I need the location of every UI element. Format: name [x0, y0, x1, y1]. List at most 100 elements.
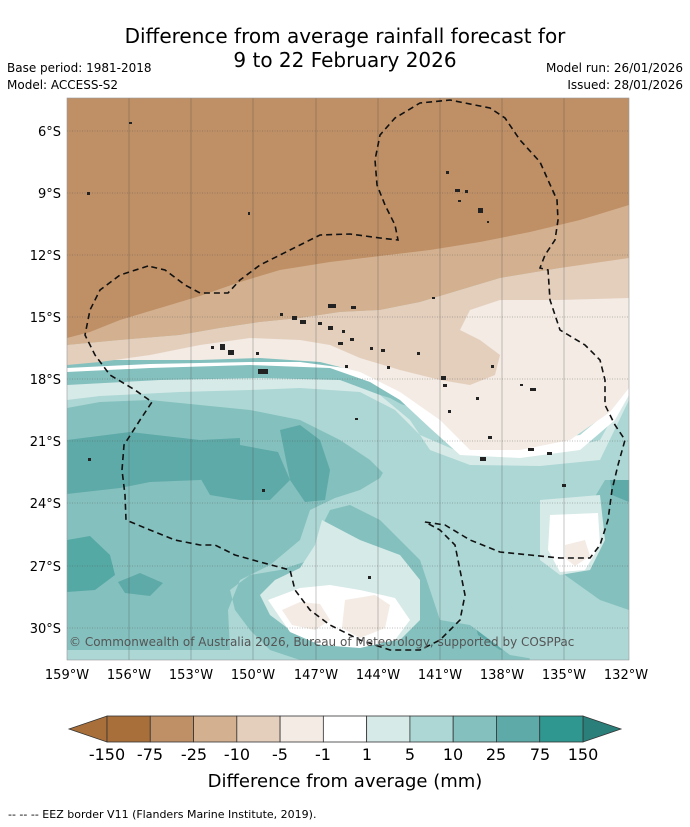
islands	[87, 122, 566, 579]
lat-label: 12°S	[30, 249, 61, 264]
region-dry-east	[565, 540, 590, 566]
island	[342, 330, 345, 333]
meta-left: Base period: 1981-2018 Model: ACCESS-S2	[7, 60, 152, 94]
region-dry-south-a	[282, 602, 330, 630]
colorbar-label: 150	[567, 745, 599, 764]
region-1-5-band	[67, 378, 629, 466]
island	[476, 397, 479, 400]
island	[520, 384, 523, 386]
colorbar-segment	[193, 715, 238, 743]
lat-label: 30°S	[30, 622, 61, 637]
island	[368, 576, 371, 579]
island	[528, 448, 534, 451]
island	[300, 320, 306, 324]
island	[355, 418, 358, 420]
island	[351, 306, 356, 309]
eez-footnote: -- -- -- EEZ border V11 (Flanders Marine…	[8, 808, 317, 821]
island	[417, 352, 420, 355]
lat-label: 24°S	[30, 497, 61, 512]
island	[350, 338, 354, 341]
lon-label: 135°W	[542, 668, 586, 683]
island	[530, 388, 536, 391]
colorbar-label: -5	[272, 745, 288, 764]
lat-label: 6°S	[38, 125, 61, 140]
island	[487, 221, 489, 223]
island	[280, 313, 283, 316]
colorbar-label: 5	[404, 745, 416, 764]
island	[248, 212, 250, 215]
island	[220, 344, 225, 350]
lon-label: 150°W	[231, 668, 275, 683]
lon-label: 147°W	[294, 668, 338, 683]
meridians	[128, 98, 565, 660]
region-75-150-west	[67, 536, 115, 592]
colorbar-label: 25	[485, 745, 507, 764]
island	[211, 346, 214, 349]
colorbar-label: 1	[361, 745, 373, 764]
colorbar-segment	[106, 715, 151, 743]
region-25-75-edge	[610, 480, 629, 502]
lat-labels: 6°S 9°S 12°S 15°S 18°S 21°S 24°S 27°S 30…	[30, 125, 61, 637]
region-25-75-west	[67, 432, 240, 494]
island	[491, 365, 494, 368]
region-neutral-band	[67, 362, 629, 458]
graticule	[67, 130, 629, 629]
region-25-75-central	[190, 445, 290, 500]
lon-label: 156°W	[107, 668, 151, 683]
colorbar-label: 75	[529, 745, 551, 764]
lon-label: 144°W	[356, 668, 400, 683]
title-line-1: Difference from average rainfall forecas…	[124, 24, 566, 48]
lat-label: 18°S	[30, 373, 61, 388]
colorbar-segment	[409, 715, 454, 743]
colorbar-segments	[67, 715, 623, 743]
map-title: Difference from average rainfall forecas…	[0, 24, 690, 72]
island	[292, 316, 297, 320]
island	[441, 376, 446, 380]
island	[432, 297, 435, 299]
lat-label: 15°S	[30, 311, 61, 326]
island	[87, 192, 90, 195]
island	[88, 458, 91, 461]
island	[443, 384, 447, 387]
colorbar-segment	[279, 715, 324, 743]
colorbar-segment	[149, 715, 194, 743]
lon-label: 153°W	[169, 668, 213, 683]
island	[448, 410, 451, 413]
island	[258, 369, 268, 374]
island	[562, 484, 566, 487]
base-period: Base period: 1981-2018	[7, 61, 152, 75]
island	[262, 489, 265, 492]
island	[256, 352, 259, 355]
island	[465, 190, 468, 193]
model-run: Model run: 26/01/2026	[545, 61, 683, 75]
lon-label: 159°W	[45, 668, 89, 683]
colorbar-segment	[452, 715, 497, 743]
colorbar-segment	[366, 715, 411, 743]
island	[328, 304, 336, 308]
region-minus75-minus25	[67, 98, 629, 338]
island	[328, 326, 333, 330]
copyright-text: © Commonwealth of Australia 2026, Bureau…	[69, 635, 574, 649]
lat-label: 9°S	[38, 187, 61, 202]
colorbar-label: -25	[180, 745, 208, 764]
lon-label: 141°W	[418, 668, 462, 683]
island	[488, 436, 492, 439]
colorbar-segment	[236, 715, 281, 743]
colorbar-title: Difference from average (mm)	[207, 771, 483, 792]
island	[228, 350, 234, 355]
colorbar-segment	[539, 715, 584, 743]
meta-right: Model run: 26/01/2026 Issued: 28/01/2026	[546, 60, 683, 94]
lon-labels: 159°W 156°W 153°W 150°W 147°W 144°W 141°…	[45, 668, 648, 683]
island	[478, 208, 483, 213]
island	[387, 366, 390, 369]
colorbar-extend-high	[582, 715, 623, 743]
lat-label: 27°S	[30, 560, 61, 575]
island	[446, 171, 449, 174]
rainfall-map: © Commonwealth of Australia 2026, Bureau…	[30, 97, 648, 683]
lon-label: 132°W	[604, 668, 648, 683]
map-plot-area	[67, 98, 629, 660]
colorbar-label: -1	[315, 745, 331, 764]
title-line-2: 9 to 22 February 2026	[233, 48, 457, 72]
island	[345, 365, 348, 368]
island	[370, 347, 373, 350]
